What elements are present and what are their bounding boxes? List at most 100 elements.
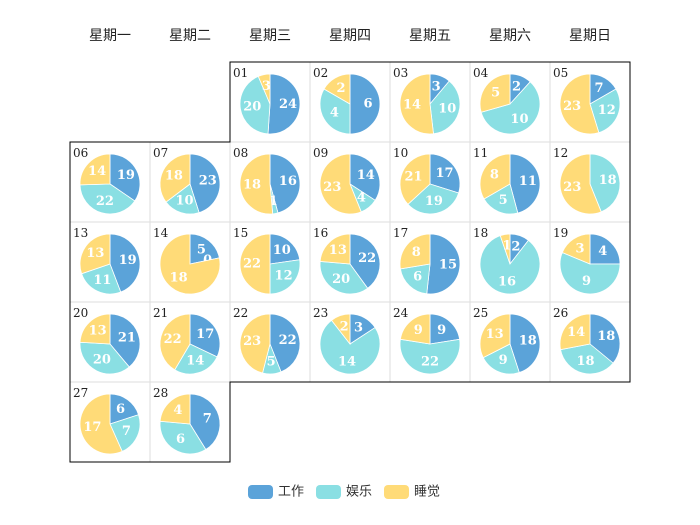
slice-value: 23 bbox=[563, 180, 581, 195]
slice-value: 20 bbox=[93, 353, 111, 368]
pie-slice-sleep bbox=[159, 393, 191, 425]
weekday-label: 星期日 bbox=[569, 28, 611, 44]
day-pie: 07 23 10 18 bbox=[153, 146, 221, 215]
pie-slice-sleep bbox=[559, 153, 602, 215]
day-number: 11 bbox=[473, 146, 488, 160]
pie-slice-sleep bbox=[399, 73, 434, 135]
pie-slice-sleep bbox=[159, 153, 191, 203]
slice-value: 22 bbox=[96, 194, 114, 209]
slice-value: 14 bbox=[186, 354, 204, 369]
day-number: 19 bbox=[553, 226, 568, 240]
weekday-label: 星期六 bbox=[489, 28, 531, 44]
slice-value: 13 bbox=[329, 243, 347, 258]
weekday-header: 星期一 星期二 星期三 星期四 星期五 星期六 星期日 bbox=[89, 28, 611, 44]
day-pie: 24 9 22 9 bbox=[393, 306, 461, 375]
day-pie: 21 17 14 22 bbox=[153, 306, 221, 375]
slice-value: 3 bbox=[262, 79, 271, 94]
day-pie: 27 6 7 17 bbox=[73, 386, 141, 455]
legend-swatch bbox=[248, 485, 273, 499]
slice-value: 9 bbox=[499, 353, 508, 368]
pie-slice-sleep bbox=[79, 393, 123, 455]
legend-label: 睡觉 bbox=[414, 485, 440, 500]
slice-value: 13 bbox=[89, 323, 107, 338]
pie-slice-entertainment bbox=[559, 251, 621, 295]
pie-slice-entertainment bbox=[589, 153, 621, 213]
day-number: 28 bbox=[153, 386, 168, 400]
slice-value: 24 bbox=[279, 97, 297, 112]
pie-slice-sleep bbox=[239, 153, 274, 215]
slice-value: 22 bbox=[164, 332, 182, 347]
day-pie: 13 19 11 13 bbox=[73, 226, 141, 295]
pie-slice-sleep bbox=[239, 313, 271, 374]
pie-slice-sleep bbox=[479, 153, 511, 200]
day-number: 22 bbox=[233, 306, 248, 320]
day-pie: 03 3 10 14 bbox=[393, 66, 461, 135]
weekday-label: 星期三 bbox=[249, 28, 291, 44]
slice-value: 3 bbox=[575, 242, 584, 257]
slice-value: 18 bbox=[597, 329, 615, 344]
day-pie: 18 2 16 1 bbox=[473, 226, 541, 295]
day-pie: 19 49 3 bbox=[553, 226, 621, 295]
day-pie: 05 7 12 23 bbox=[553, 66, 621, 135]
pie-slice-work bbox=[269, 153, 301, 214]
day-number: 06 bbox=[73, 146, 88, 160]
slice-value: 6 bbox=[176, 432, 185, 447]
pie-slice-sleep bbox=[399, 313, 431, 345]
pie-slice-sleep bbox=[479, 313, 511, 359]
slice-value: 23 bbox=[563, 99, 581, 114]
slice-value: 5 bbox=[491, 86, 500, 101]
pie-slice-work bbox=[589, 233, 621, 265]
legend-swatch bbox=[384, 485, 409, 499]
slice-value: 8 bbox=[412, 245, 421, 260]
pie-slice-entertainment bbox=[429, 80, 461, 135]
pie-slice-work bbox=[189, 313, 221, 358]
day-number: 03 bbox=[393, 66, 408, 80]
pie-slice-entertainment bbox=[319, 261, 369, 295]
pie-slice-work bbox=[349, 233, 381, 289]
pie-slice-entertainment bbox=[239, 75, 271, 135]
day-number: 10 bbox=[393, 146, 408, 160]
slice-value: 14 bbox=[403, 98, 421, 113]
slice-value: 23 bbox=[199, 174, 217, 189]
pie-slice-entertainment bbox=[159, 420, 207, 455]
slice-value: 18 bbox=[599, 173, 617, 188]
slice-value: 1 bbox=[503, 239, 512, 254]
pie-slice-work bbox=[429, 153, 461, 194]
pie-slice-sleep bbox=[319, 153, 362, 215]
legend-swatch bbox=[316, 485, 341, 499]
legend-item[interactable]: 娱乐 bbox=[316, 485, 372, 500]
slice-value: 22 bbox=[358, 251, 376, 266]
day-number: 25 bbox=[473, 306, 488, 320]
pie-slice-entertainment bbox=[79, 183, 136, 215]
day-number: 15 bbox=[233, 226, 248, 240]
slice-value: 16 bbox=[279, 174, 297, 189]
pie-slice-sleep bbox=[499, 233, 511, 265]
slice-value: 11 bbox=[519, 174, 537, 189]
legend: 工作 娱乐 睡觉 bbox=[248, 485, 440, 500]
slice-value: 20 bbox=[332, 272, 350, 287]
day-pie: 145018 bbox=[153, 226, 221, 295]
slice-value: 4 bbox=[598, 244, 607, 259]
legend-item[interactable]: 睡觉 bbox=[384, 485, 440, 500]
slice-value: 6 bbox=[116, 402, 125, 417]
pie-slice-sleep bbox=[561, 233, 591, 265]
day-number: 24 bbox=[393, 306, 409, 320]
weekday-label: 星期五 bbox=[409, 28, 451, 44]
pie-slice-entertainment bbox=[269, 259, 301, 295]
day-number: 04 bbox=[473, 66, 489, 80]
pie-slice-entertainment bbox=[165, 183, 200, 215]
slice-value: 5 bbox=[197, 243, 206, 258]
slice-value: 4 bbox=[357, 190, 366, 205]
month-outline bbox=[69, 61, 631, 463]
pie-slice-sleep bbox=[79, 153, 111, 186]
pie-slice-sleep bbox=[257, 73, 271, 105]
slice-value: 23 bbox=[323, 180, 341, 195]
slice-value: 22 bbox=[279, 333, 297, 348]
legend-label: 工作 bbox=[278, 485, 304, 500]
pie-slice-entertainment bbox=[482, 343, 520, 375]
day-number: 08 bbox=[233, 146, 248, 160]
pie-slice-work bbox=[109, 393, 140, 425]
pie-slice-entertainment bbox=[399, 263, 431, 295]
legend-item[interactable]: 工作 bbox=[248, 485, 304, 500]
